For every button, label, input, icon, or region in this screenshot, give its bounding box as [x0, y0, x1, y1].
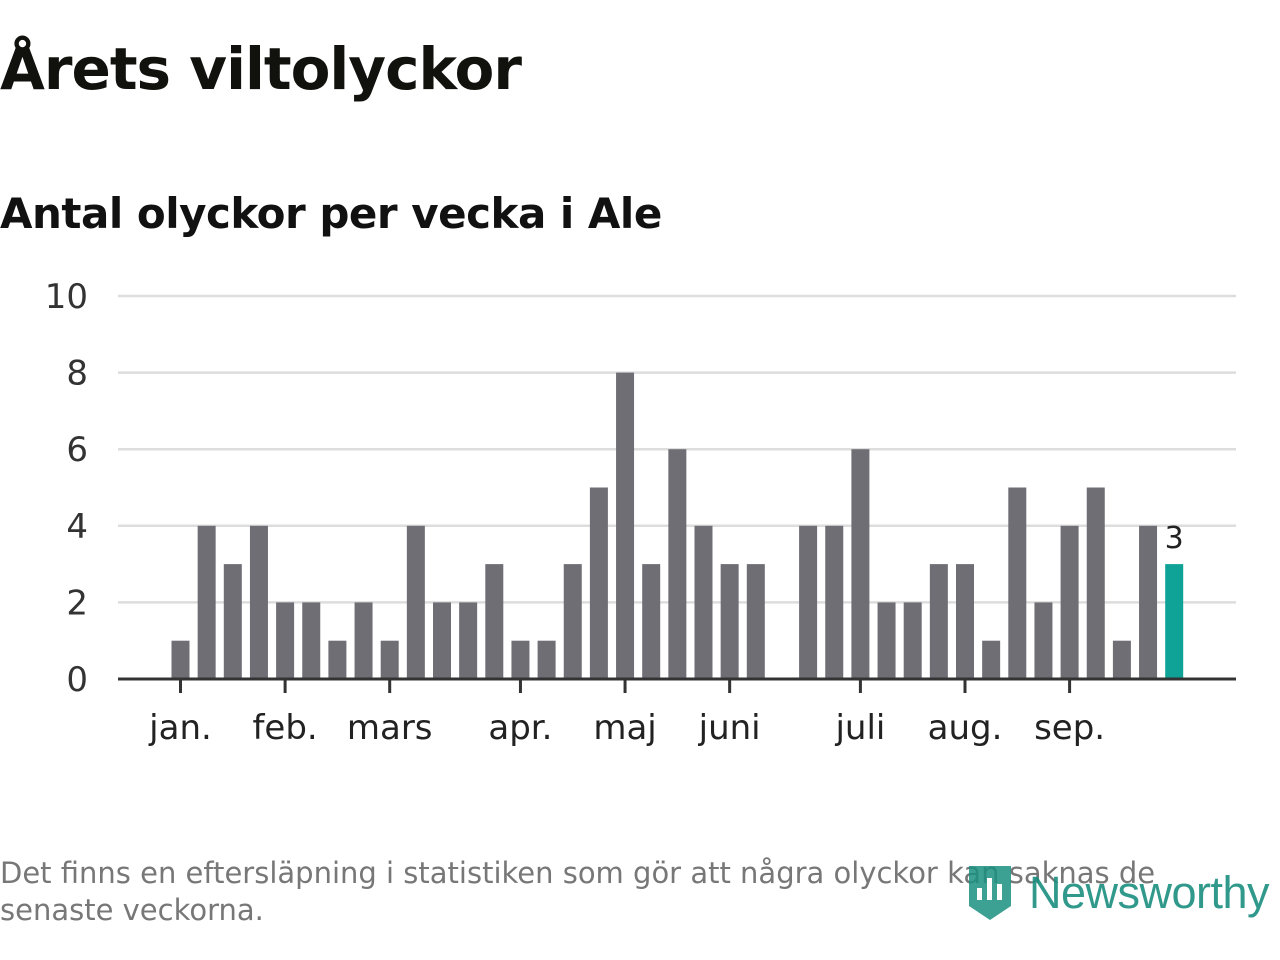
bar — [616, 372, 635, 679]
brand-logo: Newsworthy — [965, 858, 1270, 928]
bar — [589, 487, 608, 679]
bar — [799, 525, 818, 679]
bar — [1034, 602, 1053, 679]
bar-chart: 0 2 4 6 8 10 jan. feb. mars apr. maj juni juli aug. s… — [45, 277, 1236, 748]
bar — [328, 640, 347, 679]
data-labels: 3 — [1165, 521, 1184, 556]
bar — [459, 602, 478, 679]
bar — [825, 525, 844, 679]
bar — [1060, 525, 1079, 679]
y-tick-label: 4 — [66, 507, 88, 547]
bar — [276, 602, 295, 679]
bar — [302, 602, 321, 679]
bar — [433, 602, 451, 679]
x-tick-label: aug. — [928, 708, 1003, 748]
x-tick-label: maj — [593, 708, 656, 748]
brand-name: Newsworthy — [1029, 867, 1270, 918]
y-tick-label: 6 — [66, 430, 88, 470]
bar — [668, 449, 687, 679]
bar — [929, 564, 948, 679]
bar — [956, 564, 974, 679]
bar — [1139, 525, 1158, 679]
bar — [511, 640, 530, 679]
x-tick-label: apr. — [488, 708, 552, 748]
newsworthy-logo-icon — [969, 866, 1011, 920]
bar — [171, 640, 190, 679]
bars — [171, 372, 1184, 679]
bar — [485, 564, 504, 679]
bar — [1086, 487, 1105, 679]
bar — [354, 602, 373, 679]
y-axis-ticks: 0 2 4 6 8 10 — [45, 277, 88, 700]
x-tick-label: mars — [347, 708, 433, 748]
bar — [720, 564, 739, 679]
bar — [223, 564, 242, 679]
x-tick-label: sep. — [1034, 708, 1105, 748]
bar — [1008, 487, 1027, 679]
bar — [903, 602, 922, 679]
bar — [1112, 640, 1131, 679]
bar — [746, 564, 765, 679]
bar — [406, 525, 425, 679]
bar — [380, 640, 399, 679]
chart-title: Årets viltolyckor — [0, 35, 522, 103]
bar — [537, 640, 556, 679]
bar — [851, 449, 870, 679]
y-tick-label: 0 — [66, 660, 88, 700]
bar — [877, 602, 896, 679]
bar — [197, 525, 216, 679]
bar — [642, 564, 661, 679]
data-label: 3 — [1165, 521, 1184, 556]
bar — [982, 640, 1001, 679]
x-tick-label: jan. — [148, 708, 212, 748]
y-tick-label: 8 — [66, 354, 88, 394]
bar — [563, 564, 582, 679]
x-axis: jan. feb. mars apr. maj juni juli aug. sep. — [118, 677, 1236, 748]
bar — [249, 525, 268, 679]
y-tick-label: 2 — [66, 583, 88, 623]
y-tick-label: 10 — [45, 277, 88, 317]
x-tick-label: feb. — [252, 708, 317, 748]
x-tick-label: juni — [698, 708, 761, 748]
footnote: Det finns en eftersläpning i statistiken… — [0, 856, 1156, 927]
bar-highlight — [1165, 564, 1184, 679]
bar — [694, 525, 713, 679]
x-tick-label: juli — [834, 708, 885, 748]
chart-subtitle: Antal olyckor per vecka i Ale — [0, 189, 662, 238]
